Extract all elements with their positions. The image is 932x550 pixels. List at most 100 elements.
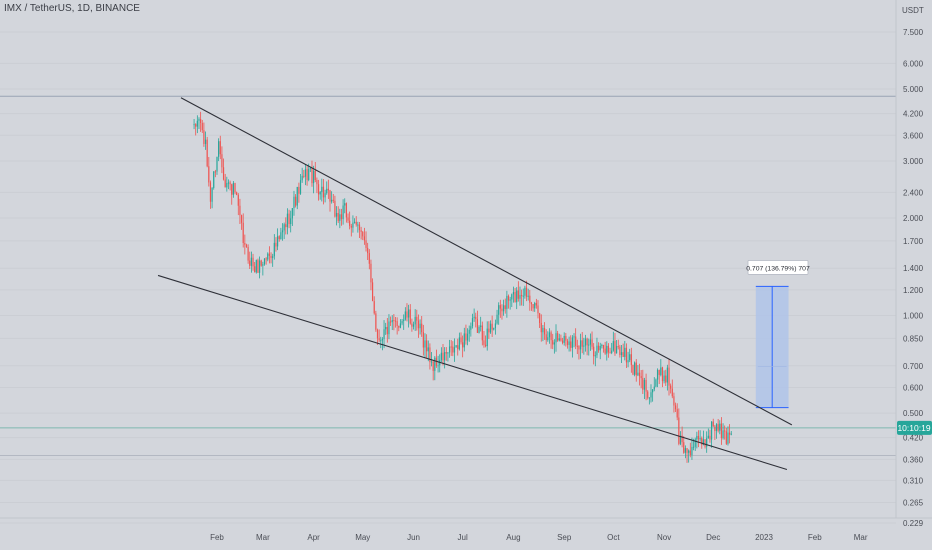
time-tick-label: Feb <box>808 533 822 542</box>
candle <box>715 423 718 439</box>
candle <box>706 431 708 453</box>
candle <box>247 244 249 264</box>
candle <box>319 190 321 200</box>
measure-tool[interactable]: 0.707 (136.79%) 707 <box>746 260 810 409</box>
candle <box>509 296 511 310</box>
candle <box>545 329 547 345</box>
candle <box>620 345 623 363</box>
candle <box>411 318 413 332</box>
candle <box>313 165 315 194</box>
candle <box>200 111 202 132</box>
candle <box>616 340 618 354</box>
candle <box>555 324 557 352</box>
candle <box>499 299 501 318</box>
candle <box>543 322 546 340</box>
candle <box>275 237 277 252</box>
candle <box>561 337 564 345</box>
candle <box>643 377 646 400</box>
trendline[interactable] <box>180 97 793 426</box>
time-tick-label: Aug <box>506 533 520 542</box>
candle <box>488 321 490 339</box>
candle <box>671 379 673 399</box>
candle <box>506 290 508 318</box>
candle <box>586 337 588 356</box>
candle <box>514 287 516 303</box>
candle <box>427 340 429 362</box>
candle <box>350 223 352 237</box>
candle <box>419 319 421 335</box>
candle <box>699 430 701 442</box>
candle <box>260 259 262 267</box>
candle <box>414 309 416 331</box>
horizontal-levels <box>0 95 896 456</box>
price-tick-label: 1.000 <box>903 312 924 321</box>
candle <box>553 339 555 354</box>
price-tick-label: 0.265 <box>903 498 924 507</box>
candle <box>381 337 384 351</box>
candle <box>632 364 634 376</box>
candle <box>575 328 577 350</box>
current-price-label: 10:10:19 <box>897 423 930 433</box>
candle <box>688 449 690 463</box>
time-tick-label: Jun <box>407 533 420 542</box>
candle <box>548 328 551 344</box>
candle <box>493 327 495 331</box>
candle <box>285 217 287 235</box>
price-axis[interactable]: 7.500 6.000 5.000 4.200 3.600 3.000 2.400 2.000… <box>903 28 924 528</box>
trendline[interactable] <box>157 274 788 470</box>
trendlines[interactable] <box>157 97 793 470</box>
candle <box>378 329 380 343</box>
candle <box>525 280 528 302</box>
candle <box>653 377 655 392</box>
candle <box>463 327 465 352</box>
candle <box>203 122 205 147</box>
candle <box>303 169 305 179</box>
candle <box>412 321 415 330</box>
price-tick-label: 0.420 <box>903 434 924 443</box>
candle <box>694 437 696 451</box>
candle <box>391 315 393 330</box>
candle <box>370 259 372 291</box>
candle <box>429 343 431 370</box>
candle <box>468 325 470 342</box>
candle <box>216 156 218 175</box>
candle <box>511 293 513 308</box>
candle <box>519 286 521 306</box>
candle <box>660 359 662 377</box>
candle <box>596 337 598 359</box>
candle <box>686 447 688 463</box>
candle <box>725 427 727 446</box>
price-tick-label: 0.850 <box>903 334 924 343</box>
candle <box>293 190 295 216</box>
candle <box>317 179 320 201</box>
candle <box>614 332 616 356</box>
candle <box>399 319 402 329</box>
candle <box>299 174 302 195</box>
candle <box>486 321 488 351</box>
candle <box>439 354 441 373</box>
time-axis[interactable]: Feb Mar Apr May Jun Jul Aug Sep Oct Nov Dec 2023 Feb… <box>210 533 868 542</box>
price-tick-label: 0.310 <box>903 476 924 485</box>
candle <box>403 314 405 330</box>
candle <box>642 369 644 394</box>
candle <box>383 320 385 349</box>
candle <box>226 176 228 192</box>
candle <box>535 298 537 309</box>
candle <box>691 437 693 460</box>
candle <box>665 369 667 386</box>
candle <box>678 408 680 446</box>
candle <box>326 181 328 195</box>
candle <box>524 285 526 299</box>
candle <box>663 370 665 384</box>
candle <box>503 299 505 316</box>
candle <box>481 321 483 346</box>
candle <box>296 186 298 210</box>
candle <box>358 222 361 239</box>
candle <box>676 403 678 421</box>
candle <box>278 235 280 242</box>
candle <box>332 193 334 204</box>
candle <box>268 246 271 264</box>
candle <box>607 343 610 358</box>
time-tick-label: Mar <box>854 533 868 542</box>
